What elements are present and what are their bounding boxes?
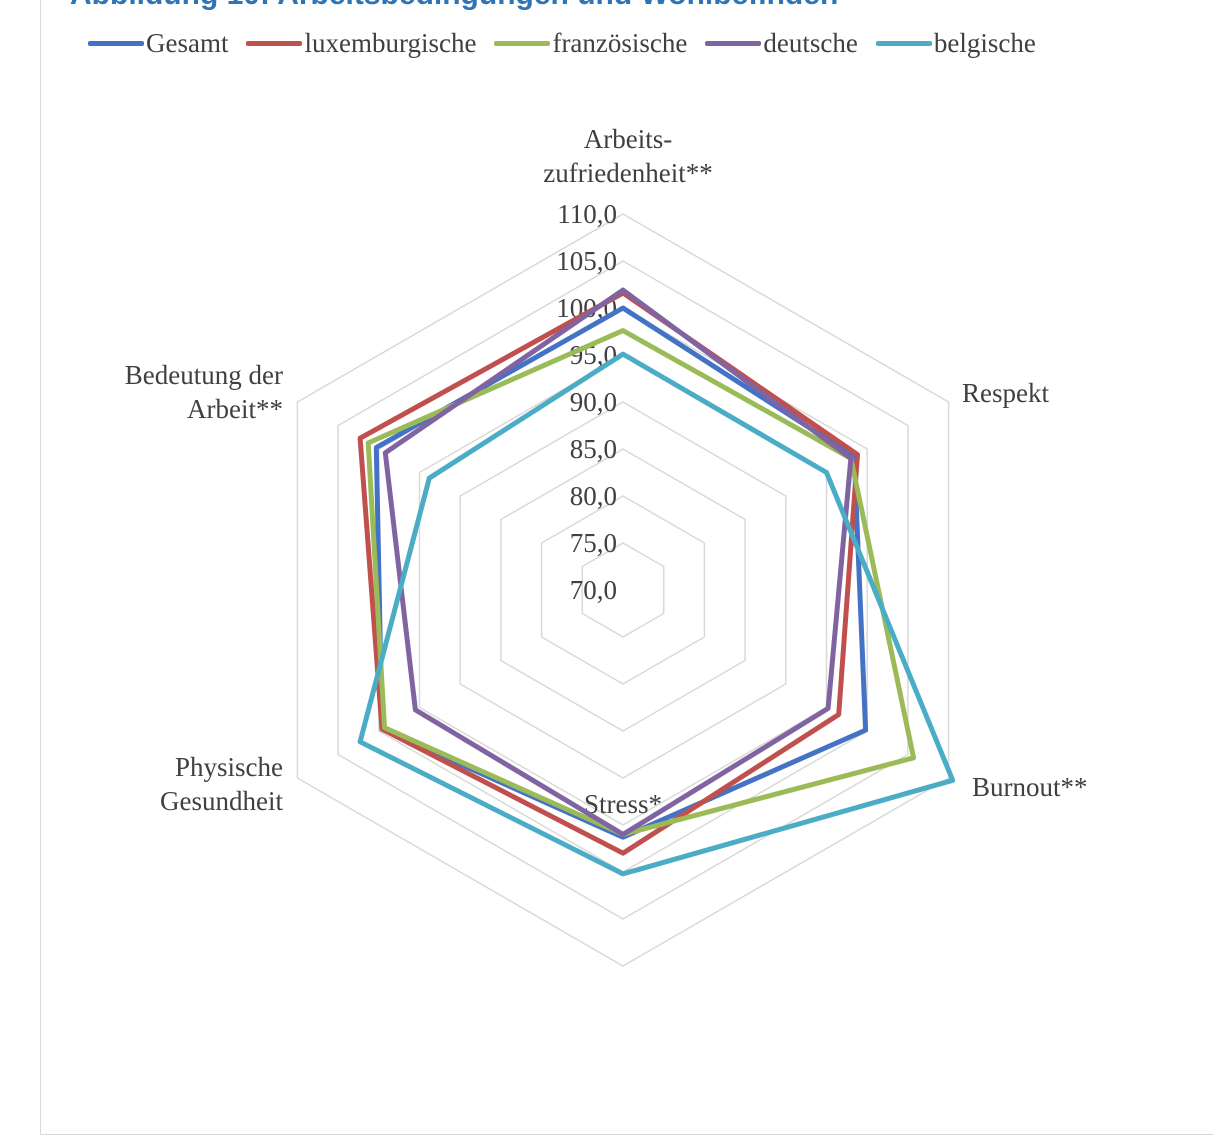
axis-label-2: Respekt (962, 378, 1049, 408)
legend-item-5: belgische (875, 28, 1036, 59)
legend-swatch-1 (88, 41, 144, 46)
clipped-title: Abbildung 10: Arbeitsbedingungen und Woh… (70, 0, 838, 12)
axis-label-6: Bedeutung der Arbeit** (125, 360, 283, 424)
series-line-1 (373, 305, 869, 840)
legend-label-1: Gesamt (146, 28, 229, 58)
legend-item-3: französische (494, 28, 687, 59)
legend-swatch-2 (246, 41, 303, 46)
legend: Gesamt luxemburgische französische deutsche… (88, 28, 1054, 59)
legend-swatch-3 (494, 41, 551, 46)
legend-item-2: luxemburgische (246, 28, 476, 59)
legend-item-1: Gesamt (88, 28, 228, 59)
axis-label-1: Arbeits-zufriedenheit** (543, 124, 712, 188)
tick-label-4: 90,0 (570, 387, 617, 417)
tick-label-1: 75,0 (570, 528, 617, 558)
legend-swatch-5 (875, 41, 932, 46)
axis-label-3: Burnout** (972, 772, 1088, 802)
grid-ring-7 (337, 260, 909, 920)
series-line-5 (357, 351, 956, 877)
grid-ring-3 (500, 448, 746, 732)
grid-ring-2 (540, 495, 706, 685)
legend-label-3: französische (552, 28, 688, 58)
tick-label-0: 70,0 (570, 575, 617, 605)
series-line-4 (382, 287, 854, 837)
grid-ring-4 (459, 401, 787, 779)
legend-label-4: deutsche (763, 28, 858, 58)
tick-label-8: 110,0 (557, 199, 617, 229)
legend-label-5: belgische (933, 28, 1036, 58)
grid-ring-5 (418, 354, 828, 826)
grid-ring-1 (581, 542, 665, 638)
legend-item-4: deutsche (705, 28, 858, 59)
series-line-2 (357, 290, 860, 856)
axis-label-5: Physische Gesundheit (160, 752, 283, 816)
legend-swatch-4 (705, 41, 762, 46)
tick-label-7: 105,0 (556, 246, 617, 276)
axis-label-4: Stress* (584, 789, 662, 819)
legend-label-2: luxemburgische (304, 28, 477, 58)
grid-ring-8 (296, 213, 950, 967)
tick-label-2: 80,0 (570, 481, 617, 511)
tick-label-3: 85,0 (570, 434, 617, 464)
